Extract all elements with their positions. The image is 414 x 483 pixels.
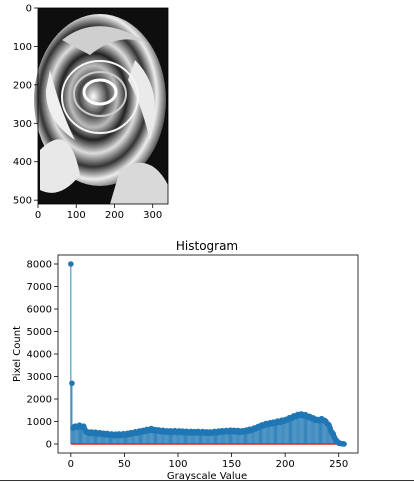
stem-marker [341,441,347,447]
y-tick-label: 6000 [27,305,52,316]
histogram-y-ticks: 0 1000 2000 3000 4000 5000 6000 7000 8000 [27,260,58,451]
y-tick-label: 0 [46,440,52,451]
x-tick-label: 100 [168,459,187,470]
x-tick-label: 0 [68,459,74,470]
image-y-tick-label: 100 [13,42,32,53]
image-y-tick-label: 0 [26,4,32,15]
rose-image [34,14,168,204]
chart-title: Histogram [176,239,238,253]
image-y-tick-label: 200 [13,80,32,91]
stem-marker [68,261,74,267]
image-frame [37,7,169,205]
histogram-x-ticks: 0 50 100 150 200 250 [68,453,348,470]
bottom-divider [0,480,414,481]
y-tick-label: 8000 [27,260,52,271]
image-x-tick-label: 300 [143,210,162,221]
image-x-tick-label: 100 [67,210,86,221]
x-axis-label: Grayscale Value [167,471,247,482]
stem-marker [69,380,75,387]
image-x-tick-label: 200 [105,210,124,221]
histogram-axes: Histogram 010002000300040005000600070008… [12,239,359,482]
y-tick-label: 4000 [27,350,52,361]
x-tick-label: 150 [222,459,241,470]
y-axis-label: Pixel Count [12,326,23,382]
image-y-tick-label: 400 [13,157,32,168]
y-tick-label: 3000 [27,372,52,383]
x-tick-label: 50 [118,459,131,470]
histogram-markers [68,261,347,447]
image-y-ticks: 0 100 200 300 400 500 [13,4,38,207]
y-tick-label: 5000 [27,327,52,338]
y-tick-label: 7000 [27,282,52,293]
image-x-ticks: 0 100 200 300 [35,204,162,221]
image-y-tick-label: 300 [13,119,32,130]
x-tick-label: 250 [329,459,348,470]
y-tick-label: 1000 [27,417,52,428]
image-y-tick-label: 500 [13,196,32,207]
image-x-tick-label: 0 [35,210,41,221]
image-axes: 0 100 200 300 400 500 0 100 200 300 [13,4,169,221]
y-tick-label: 2000 [27,395,52,406]
x-tick-label: 200 [276,459,295,470]
